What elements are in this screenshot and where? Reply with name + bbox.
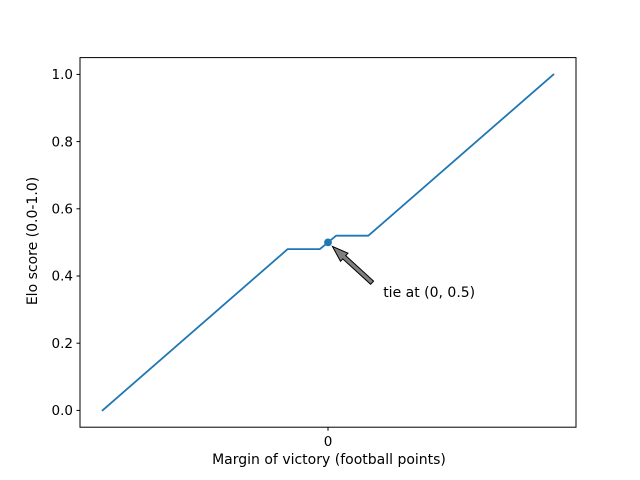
y-tick-label: 0.0 (52, 403, 73, 419)
annotation-text: tie at (0, 0.5) (383, 284, 476, 301)
y-tick-label: 0.6 (52, 202, 73, 218)
y-tick-label: 1.0 (52, 67, 73, 83)
y-tick-label: 0.4 (52, 269, 73, 285)
y-tick-label: 0.8 (52, 134, 73, 150)
x-tick-label: 0 (324, 434, 333, 450)
y-axis-label: Elo score (0.0-1.0) (25, 176, 41, 306)
y-tick-label: 0.2 (52, 336, 73, 352)
tie-marker (324, 238, 332, 247)
annotation-arrow (331, 245, 375, 286)
x-axis-label: Margin of victory (football points) (212, 452, 446, 468)
